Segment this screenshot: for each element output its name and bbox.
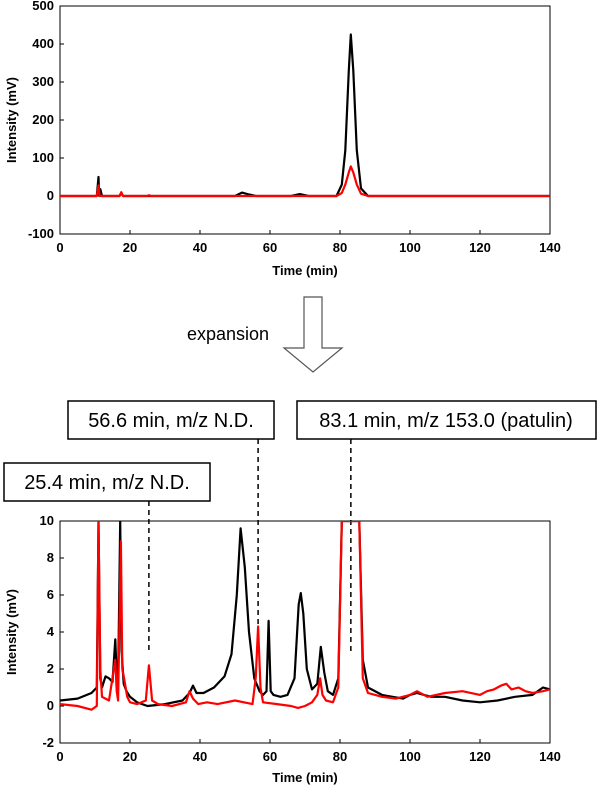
callout-box-1 bbox=[67, 400, 275, 440]
bottom-x-tick-label: 120 bbox=[469, 749, 491, 764]
top-x-tick-label: 20 bbox=[123, 240, 137, 255]
bottom-x-tick-label: 80 bbox=[333, 749, 347, 764]
callout-leader-lines bbox=[148, 439, 352, 652]
bottom-y-axis-label: Intensity (mV) bbox=[4, 589, 19, 675]
top-series-line-red bbox=[60, 165, 550, 198]
bottom-x-tick-label: 60 bbox=[263, 749, 277, 764]
top-y-tick-label: 100 bbox=[32, 150, 54, 165]
bottom-y-tick-label: -2 bbox=[42, 735, 54, 750]
callout-text-0: 25.4 min, m/z N.D. bbox=[24, 472, 190, 494]
top-series-lines bbox=[60, 33, 550, 198]
top-x-tick-label: 40 bbox=[193, 240, 207, 255]
expansion-arrow-icon bbox=[282, 296, 344, 373]
bottom-series-lines bbox=[60, 521, 550, 711]
top-x-axis-label: Time (min) bbox=[272, 263, 338, 278]
top-plot-frame bbox=[59, 5, 551, 235]
callout-text-2: 83.1 min, m/z 153.0 (patulin) bbox=[319, 410, 572, 432]
callout-text-1: 56.6 min, m/z N.D. bbox=[88, 410, 254, 432]
bottom-x-tick-label: 40 bbox=[193, 749, 207, 764]
top-x-tick-label: 80 bbox=[333, 240, 347, 255]
top-x-tick-label: 0 bbox=[56, 240, 63, 255]
top-x-tick-label: 120 bbox=[469, 240, 491, 255]
callout-box-0 bbox=[3, 462, 211, 502]
top-y-tick-label: 400 bbox=[32, 36, 54, 51]
top-y-axis-label: Intensity (mV) bbox=[4, 77, 19, 163]
bottom-y-tick-label: 10 bbox=[40, 513, 54, 528]
top-x-tick-label: 100 bbox=[399, 240, 421, 255]
top-series-line-black bbox=[60, 33, 550, 198]
bottom-x-tick-label: 140 bbox=[539, 749, 561, 764]
top-x-tick-label: 140 bbox=[539, 240, 561, 255]
top-y-tick-label: 200 bbox=[32, 112, 54, 127]
bottom-series-line-black bbox=[60, 521, 550, 708]
bottom-series-line-red bbox=[60, 521, 550, 711]
peak-callouts: 56.6 min, m/z N.D. 83.1 min, m/z 153.0 (… bbox=[3, 400, 597, 652]
bottom-y-tick-label: 6 bbox=[47, 587, 54, 602]
bottom-y-tick-label: 2 bbox=[47, 661, 54, 676]
bottom-y-tick-label: 4 bbox=[47, 624, 55, 639]
bottom-x-tick-label: 0 bbox=[56, 749, 63, 764]
bottom-y-tick-label: 0 bbox=[47, 698, 54, 713]
top-y-tick-label: 300 bbox=[32, 74, 54, 89]
bottom-x-tick-label: 100 bbox=[399, 749, 421, 764]
top-y-tick-label: 0 bbox=[47, 188, 54, 203]
top-x-tick-label: 60 bbox=[263, 240, 277, 255]
bottom-x-tick-label: 20 bbox=[123, 749, 137, 764]
callout-box-2 bbox=[296, 400, 597, 440]
top-y-tick-label: -100 bbox=[28, 226, 54, 241]
expansion-label: expansion bbox=[187, 324, 269, 344]
bottom-x-axis-label: Time (min) bbox=[272, 770, 338, 785]
top-y-tick-label: 500 bbox=[32, 0, 54, 13]
bottom-y-tick-label: 8 bbox=[47, 550, 54, 565]
